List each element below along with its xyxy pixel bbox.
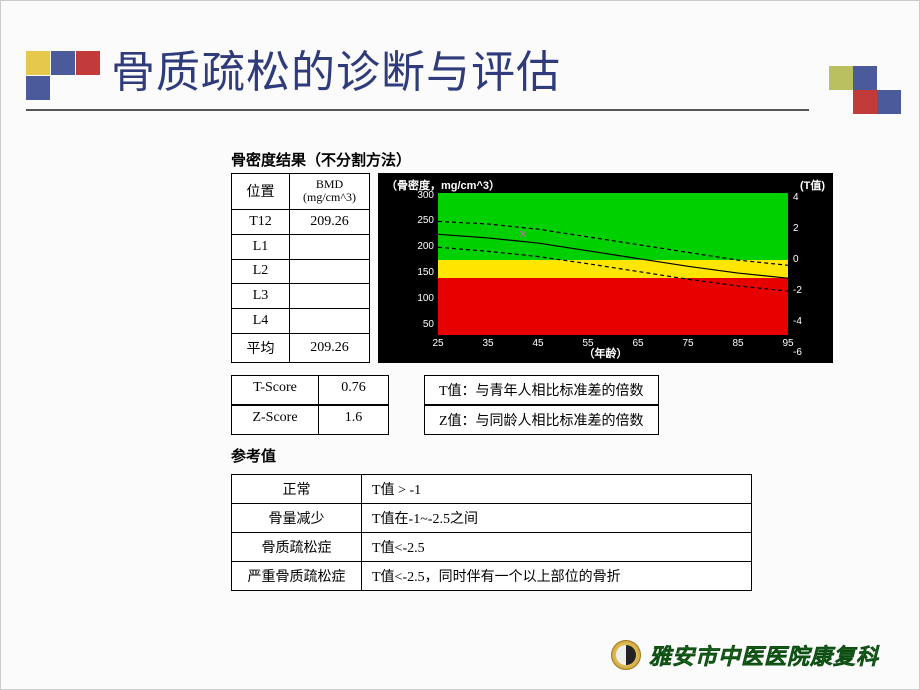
bmd-row: 位置 BMD (mg/cm^3) T12209.26L1L2L3L4平均209.… xyxy=(231,173,866,363)
chart-plot-area: × xyxy=(438,193,788,335)
chart-y-tick: 50 xyxy=(406,319,434,330)
chart-y2-label: (T值) xyxy=(800,177,825,193)
bmd-header-row: 位置 BMD (mg/cm^3) xyxy=(232,174,370,210)
chart-y2-tick: -2 xyxy=(793,285,813,296)
ref-desc: T值 > -1 xyxy=(362,475,752,504)
table-row: L4 xyxy=(232,309,370,334)
bmd-section-title: 骨密度结果（不分割方法） xyxy=(231,149,866,170)
score-row: T-Score0.76 T值：与青年人相比标准差的倍数 xyxy=(231,375,866,405)
slide: 骨质疏松的诊断与评估 骨密度结果（不分割方法） 位置 BMD (mg/cm^3)… xyxy=(0,0,920,690)
chart-x-tick: 65 xyxy=(632,338,643,349)
table-row: L3 xyxy=(232,284,370,309)
chart-x-tick: 35 xyxy=(482,338,493,349)
bmd-col-bmd: BMD (mg/cm^3) xyxy=(290,174,370,210)
chart-y2-tick: 0 xyxy=(793,254,813,265)
decor-square xyxy=(26,51,50,75)
table-cell: 平均 xyxy=(232,333,290,362)
table-row: 平均209.26 xyxy=(232,333,370,362)
ref-label: 严重骨质疏松症 xyxy=(232,562,362,591)
table-cell: 209.26 xyxy=(290,209,370,234)
chart-y-tick: 100 xyxy=(406,293,434,304)
table-cell xyxy=(290,284,370,309)
chart-x-tick: 25 xyxy=(432,338,443,349)
decor-square xyxy=(76,51,100,75)
hospital-logo-icon xyxy=(611,640,641,670)
table-cell: T12 xyxy=(232,209,290,234)
footer-text: 雅安市中医医院康复科 xyxy=(649,639,879,671)
table-row: 严重骨质疏松症T值<-2.5，同时伴有一个以上部位的骨折 xyxy=(232,562,752,591)
chart-x-tick: 75 xyxy=(682,338,693,349)
chart-y-tick: 300 xyxy=(406,190,434,201)
title-underline xyxy=(26,109,809,111)
table-row: T12209.26 xyxy=(232,209,370,234)
content-area: 骨密度结果（不分割方法） 位置 BMD (mg/cm^3) T12209.26L… xyxy=(231,149,866,591)
score-desc: Z值：与同龄人相比标准差的倍数 xyxy=(424,405,659,435)
ref-desc: T值<-2.5，同时伴有一个以上部位的骨折 xyxy=(362,562,752,591)
table-row: L1 xyxy=(232,234,370,259)
footer: 雅安市中医医院康复科 xyxy=(611,639,879,671)
ref-desc: T值<-2.5 xyxy=(362,533,752,562)
score-value: 1.6 xyxy=(319,405,389,435)
ref-label: 正常 xyxy=(232,475,362,504)
table-cell: L3 xyxy=(232,284,290,309)
score-desc: T值：与青年人相比标准差的倍数 xyxy=(424,375,659,405)
svg-text:×: × xyxy=(519,225,527,241)
table-row: 正常T值 > -1 xyxy=(232,475,752,504)
chart-y-tick: 150 xyxy=(406,267,434,278)
table-cell xyxy=(290,259,370,284)
bmd-chart: （骨密度，mg/cm^3） (T值) （年龄） × 50100150200250… xyxy=(378,173,833,363)
chart-y-tick: 250 xyxy=(406,215,434,226)
chart-curves: × xyxy=(438,193,788,335)
chart-x-tick: 85 xyxy=(732,338,743,349)
decor-square xyxy=(829,66,853,90)
title-area: 骨质疏松的诊断与评估 xyxy=(1,1,919,136)
table-cell xyxy=(290,234,370,259)
chart-y2-tick: 2 xyxy=(793,223,813,234)
bmd-col-position: 位置 xyxy=(232,174,290,210)
chart-x-tick: 55 xyxy=(582,338,593,349)
ref-label: 骨量减少 xyxy=(232,504,362,533)
table-cell xyxy=(290,309,370,334)
table-cell: 209.26 xyxy=(290,333,370,362)
decor-square xyxy=(51,51,75,75)
table-cell: L1 xyxy=(232,234,290,259)
bmd-table: 位置 BMD (mg/cm^3) T12209.26L1L2L3L4平均209.… xyxy=(231,173,370,363)
table-cell: L2 xyxy=(232,259,290,284)
table-row: 骨量减少T值在-1~-2.5之间 xyxy=(232,504,752,533)
chart-x-tick: 95 xyxy=(782,338,793,349)
chart-y-tick: 200 xyxy=(406,241,434,252)
chart-y2-tick: -6 xyxy=(793,347,813,358)
table-row: 骨质疏松症T值<-2.5 xyxy=(232,533,752,562)
chart-y2-tick: 4 xyxy=(793,192,813,203)
ref-desc: T值在-1~-2.5之间 xyxy=(362,504,752,533)
table-cell: L4 xyxy=(232,309,290,334)
decor-square xyxy=(877,90,901,114)
score-row: Z-Score1.6 Z值：与同龄人相比标准差的倍数 xyxy=(231,405,866,435)
chart-y-label: （骨密度，mg/cm^3） xyxy=(386,177,500,193)
decor-square xyxy=(26,76,50,100)
reference-table: 正常T值 > -1骨量减少T值在-1~-2.5之间骨质疏松症T值<-2.5严重骨… xyxy=(231,474,752,591)
score-label: Z-Score xyxy=(231,405,319,435)
decor-square xyxy=(853,90,877,114)
reference-title: 参考值 xyxy=(231,445,866,466)
decor-square xyxy=(853,66,877,90)
score-value: 0.76 xyxy=(319,375,389,405)
page-title: 骨质疏松的诊断与评估 xyxy=(111,36,919,100)
chart-y2-tick: -4 xyxy=(793,316,813,327)
ref-label: 骨质疏松症 xyxy=(232,533,362,562)
chart-x-tick: 45 xyxy=(532,338,543,349)
table-row: L2 xyxy=(232,259,370,284)
score-label: T-Score xyxy=(231,375,319,405)
